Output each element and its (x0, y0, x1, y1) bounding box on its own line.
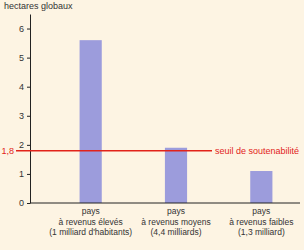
threshold-caption-bg (212, 146, 302, 156)
x-tick-label: paysà revenus élevés(1 milliard d'habita… (49, 206, 132, 237)
y-tick: 3 (19, 111, 30, 121)
x-tick: paysà revenus faibles(1,3 milliard) (229, 203, 293, 237)
y-tick-label: 4 (19, 82, 24, 92)
chart: hectares globaux 0 1 2 3 4 5 6 paysà revenus éle… (0, 0, 304, 250)
x-tick: paysà revenus moyens(4,4 milliards) (141, 203, 210, 237)
y-tick-mark (27, 58, 30, 59)
threshold-value-label: 1,8 (1, 146, 14, 156)
y-axis: 0 1 2 3 4 5 6 (19, 15, 31, 209)
y-tick: 5 (19, 53, 30, 63)
y-axis-title: hectares globaux (4, 1, 73, 11)
bars (80, 40, 273, 203)
bar (250, 171, 272, 203)
bar (165, 148, 187, 203)
y-tick-mark (27, 29, 30, 30)
x-axis-line (30, 203, 300, 204)
y-tick-label: 5 (19, 53, 24, 63)
y-tick: 4 (19, 82, 30, 92)
y-tick-mark (27, 116, 30, 117)
y-tick-mark (27, 174, 30, 175)
x-tick: paysà revenus élevés(1 milliard d'habita… (49, 203, 132, 237)
threshold-caption: seuil de soutenabilité (212, 146, 302, 156)
bar (80, 40, 102, 203)
y-tick: 2 (19, 140, 30, 150)
y-tick: 6 (19, 24, 30, 34)
x-axis: paysà revenus élevés(1 milliard d'habita… (49, 203, 293, 237)
x-tick-label: paysà revenus faibles(1,3 milliard) (229, 206, 293, 237)
x-tick-label: paysà revenus moyens(4,4 milliards) (141, 206, 210, 237)
y-tick-label: 3 (19, 111, 24, 121)
y-tick-label: 2 (19, 140, 24, 150)
y-axis-line (30, 15, 31, 204)
y-tick-mark (27, 87, 30, 88)
threshold-caption-text: seuil de soutenabilité (215, 146, 299, 156)
y-tick-mark (27, 203, 30, 204)
y-tick: 1 (19, 169, 30, 179)
y-tick: 0 (19, 198, 30, 208)
y-tick-label: 0 (19, 198, 24, 208)
y-tick-mark (27, 145, 30, 146)
y-tick-label: 1 (19, 169, 24, 179)
y-tick-label: 6 (19, 24, 24, 34)
